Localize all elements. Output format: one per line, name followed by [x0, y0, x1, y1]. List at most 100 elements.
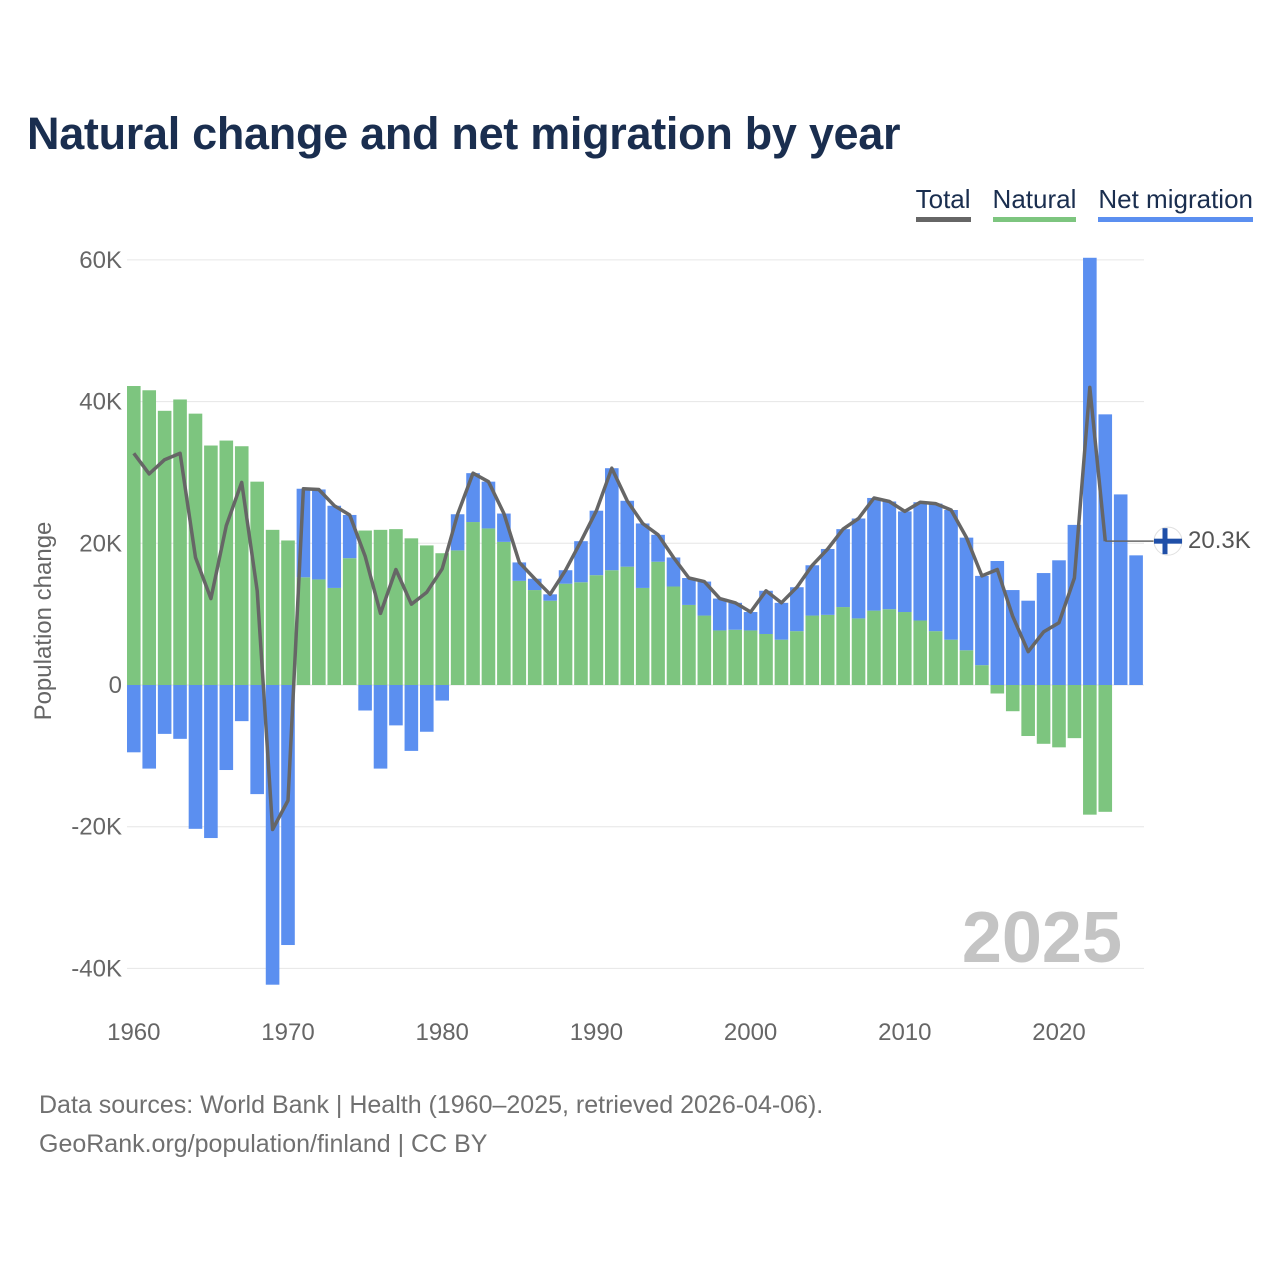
bar-net-migration[interactable]	[836, 529, 850, 608]
bar-net-migration[interactable]	[790, 587, 804, 632]
bar-natural[interactable]	[265, 529, 280, 685]
bar-net-migration[interactable]	[882, 501, 897, 610]
bar-natural[interactable]	[527, 590, 542, 685]
bar-net-migration[interactable]	[234, 685, 249, 722]
bar-natural[interactable]	[697, 615, 712, 685]
bar-net-migration[interactable]	[219, 685, 234, 771]
bar-natural[interactable]	[219, 440, 234, 685]
bar-natural[interactable]	[605, 570, 619, 685]
bar-natural[interactable]	[743, 630, 758, 685]
bar-natural[interactable]	[589, 575, 604, 685]
bar-net-migration[interactable]	[1129, 555, 1143, 685]
bar-natural[interactable]	[419, 545, 434, 685]
bar-natural[interactable]	[790, 631, 804, 685]
bar-natural[interactable]	[157, 410, 172, 685]
bar-net-migration[interactable]	[419, 685, 434, 732]
bar-natural[interactable]	[990, 685, 1005, 694]
bar-natural[interactable]	[404, 538, 419, 685]
bar-natural[interactable]	[127, 386, 141, 685]
bar-net-migration[interactable]	[250, 685, 264, 795]
bar-natural[interactable]	[558, 583, 573, 685]
bar-net-migration[interactable]	[1005, 590, 1020, 685]
bar-net-migration[interactable]	[404, 685, 419, 751]
bar-natural[interactable]	[712, 630, 727, 685]
bar-net-migration[interactable]	[543, 594, 557, 601]
bar-net-migration[interactable]	[1036, 573, 1051, 685]
bar-net-migration[interactable]	[867, 497, 881, 611]
bar-net-migration[interactable]	[1067, 524, 1082, 685]
bar-natural[interactable]	[173, 399, 187, 685]
bar-net-migration[interactable]	[1113, 494, 1128, 685]
bar-natural[interactable]	[1021, 685, 1035, 737]
bar-net-migration[interactable]	[327, 505, 342, 588]
bar-natural[interactable]	[882, 609, 897, 685]
bar-natural[interactable]	[774, 639, 789, 685]
bar-net-migration[interactable]	[774, 602, 789, 640]
bar-net-migration[interactable]	[342, 514, 357, 559]
bar-natural[interactable]	[975, 665, 989, 685]
bar-natural[interactable]	[450, 550, 465, 685]
bar-natural[interactable]	[574, 582, 588, 685]
bar-natural[interactable]	[1067, 685, 1082, 739]
bar-net-migration[interactable]	[312, 489, 326, 580]
bar-net-migration[interactable]	[574, 541, 588, 583]
bar-net-migration[interactable]	[712, 598, 727, 631]
bar-natural[interactable]	[466, 522, 480, 685]
bar-net-migration[interactable]	[373, 685, 388, 769]
bar-net-migration[interactable]	[743, 612, 758, 631]
bar-natural[interactable]	[867, 610, 881, 685]
bar-natural[interactable]	[481, 528, 496, 685]
bar-net-migration[interactable]	[928, 503, 943, 632]
bar-net-migration[interactable]	[959, 537, 974, 651]
bar-natural[interactable]	[959, 650, 974, 685]
bar-natural[interactable]	[142, 390, 157, 685]
bar-net-migration[interactable]	[481, 481, 496, 529]
bar-net-migration[interactable]	[851, 518, 866, 619]
bar-net-migration[interactable]	[157, 685, 172, 734]
bar-natural[interactable]	[1098, 685, 1113, 812]
bar-net-migration[interactable]	[697, 581, 712, 616]
bar-net-migration[interactable]	[466, 473, 480, 523]
bar-net-migration[interactable]	[204, 685, 218, 839]
bar-natural[interactable]	[928, 631, 943, 685]
bar-natural[interactable]	[898, 612, 912, 685]
bar-net-migration[interactable]	[1083, 257, 1097, 685]
bar-net-migration[interactable]	[142, 685, 157, 769]
bar-natural[interactable]	[281, 540, 295, 685]
bar-natural[interactable]	[820, 614, 835, 685]
bar-natural[interactable]	[913, 620, 928, 685]
legend-item-natural[interactable]: Natural	[992, 184, 1077, 222]
bar-net-migration[interactable]	[975, 575, 989, 666]
bar-natural[interactable]	[327, 587, 342, 685]
bar-net-migration[interactable]	[605, 468, 619, 571]
bar-net-migration[interactable]	[820, 548, 835, 615]
bar-net-migration[interactable]	[389, 685, 403, 726]
bar-net-migration[interactable]	[913, 502, 928, 621]
bar-net-migration[interactable]	[1021, 600, 1035, 685]
bar-natural[interactable]	[1036, 685, 1051, 744]
bar-net-migration[interactable]	[188, 685, 203, 829]
bar-natural[interactable]	[620, 566, 635, 685]
bar-natural[interactable]	[651, 561, 665, 685]
bar-natural[interactable]	[635, 587, 650, 685]
bar-net-migration[interactable]	[589, 510, 604, 576]
legend-item-total[interactable]: Total	[915, 184, 971, 222]
bar-net-migration[interactable]	[759, 590, 773, 634]
bar-natural[interactable]	[1005, 685, 1020, 712]
bar-net-migration[interactable]	[990, 561, 1005, 685]
bar-natural[interactable]	[851, 618, 866, 685]
bar-net-migration[interactable]	[944, 510, 958, 640]
bar-natural[interactable]	[435, 553, 449, 685]
bar-natural[interactable]	[204, 445, 218, 685]
bar-natural[interactable]	[296, 577, 311, 685]
bar-net-migration[interactable]	[173, 685, 187, 739]
bar-natural[interactable]	[512, 580, 527, 685]
bar-natural[interactable]	[944, 639, 958, 685]
bar-natural[interactable]	[543, 600, 557, 685]
bar-natural[interactable]	[728, 629, 742, 685]
bar-net-migration[interactable]	[435, 685, 449, 701]
bar-natural[interactable]	[342, 558, 357, 685]
bar-natural[interactable]	[389, 529, 403, 685]
total-line[interactable]	[132, 385, 1108, 832]
bar-net-migration[interactable]	[635, 523, 650, 588]
